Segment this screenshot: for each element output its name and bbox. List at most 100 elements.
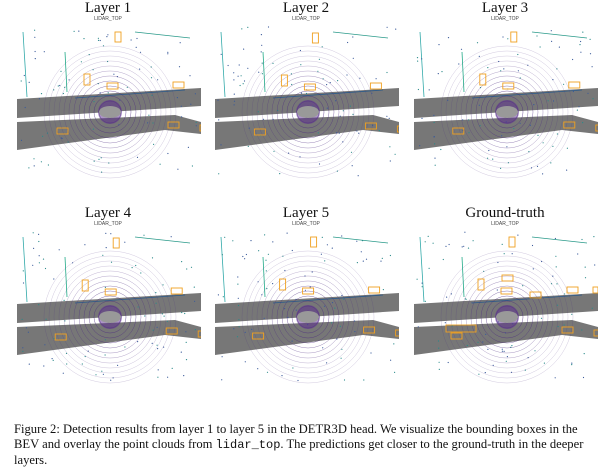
lidar-point: [60, 70, 62, 72]
lidar-point: [272, 241, 274, 243]
lidar-point: [552, 275, 554, 277]
road: [17, 320, 201, 355]
bounding-box: [369, 82, 382, 90]
lidar-point: [66, 363, 68, 365]
lidar-point: [318, 163, 321, 165]
lidar-point: [106, 36, 108, 38]
lidar-point: [244, 331, 246, 333]
lidar-point: [291, 340, 293, 342]
lidar-point: [265, 259, 267, 261]
lidar-point: [433, 121, 435, 124]
lidar-point: [217, 294, 219, 296]
lidar-point: [136, 156, 139, 158]
lidar-point: [260, 34, 262, 36]
lidar-point: [244, 258, 246, 260]
lidar-point: [550, 30, 552, 32]
lidar-point: [53, 278, 55, 280]
lidar-point: [195, 121, 197, 123]
lidar-point: [577, 253, 579, 255]
lidar-point: [110, 379, 112, 381]
lidar-point: [181, 261, 183, 263]
lidar-point: [346, 74, 348, 76]
lidar-point: [365, 258, 368, 260]
lidar-point: [161, 313, 163, 315]
lidar-point: [260, 51, 262, 53]
lidar-point: [352, 57, 354, 59]
bounding-box: [529, 291, 542, 299]
lidar-point: [389, 146, 391, 148]
lidar-ring: [58, 265, 162, 369]
lane-points: [332, 31, 389, 39]
lidar-point: [557, 325, 559, 328]
lane-points: [74, 89, 186, 99]
lidar-point: [291, 249, 293, 252]
lidar-point: [43, 51, 45, 53]
lidar-point: [32, 232, 34, 234]
lidar-point: [222, 296, 224, 298]
lidar-point: [478, 104, 480, 106]
lidar-point: [433, 114, 435, 116]
lidar-point: [343, 298, 345, 300]
lidar-point: [250, 240, 252, 242]
lidar-point: [93, 160, 95, 162]
panel-subtitle: LIDAR_TOP: [292, 16, 320, 22]
lidar-point: [171, 367, 173, 369]
lane-points: [471, 89, 583, 99]
lidar-point: [104, 339, 106, 341]
lidar-point: [464, 231, 466, 233]
lidar-point: [191, 165, 193, 167]
lidar-point: [176, 97, 178, 99]
lidar-point: [484, 372, 486, 374]
lidar-point: [358, 132, 360, 134]
bounding-box: [501, 274, 514, 282]
road: [414, 115, 598, 150]
lidar-point: [566, 147, 568, 149]
lidar-point: [237, 283, 239, 285]
lidar-point: [263, 317, 265, 319]
lidar-point: [112, 377, 114, 379]
lidar-point: [87, 350, 89, 352]
lidar-point: [360, 251, 362, 253]
lidar-point: [356, 130, 358, 132]
lidar-point: [60, 137, 63, 139]
road: [215, 320, 399, 355]
lidar-point: [342, 110, 344, 112]
lane-points: [22, 236, 28, 303]
lidar-point: [150, 66, 152, 68]
bounding-box: [310, 236, 318, 248]
bev-plot: [17, 29, 201, 179]
lidar-ring: [266, 275, 350, 359]
lidar-point: [464, 298, 466, 300]
lidar-point: [510, 371, 513, 373]
lidar-point: [233, 328, 235, 330]
lidar-point: [148, 114, 150, 116]
bounding-box: [561, 326, 574, 334]
bounding-box: [395, 329, 399, 337]
lidar-point: [434, 143, 436, 145]
lidar-point: [386, 26, 388, 28]
lidar-point: [428, 89, 430, 91]
lidar-ring: [78, 80, 142, 144]
lidar-point: [116, 76, 118, 78]
lidar-point: [338, 132, 340, 134]
lidar-point: [421, 58, 423, 60]
lidar-point: [501, 243, 503, 245]
lidar-point: [446, 296, 448, 298]
lidar-point: [478, 373, 480, 375]
lidar-point: [432, 242, 434, 244]
lidar-point: [362, 260, 364, 262]
lidar-point: [582, 31, 584, 33]
lidar-point: [53, 89, 55, 91]
lidar-point: [150, 77, 153, 79]
lidar-point: [335, 100, 337, 102]
lidar-point: [311, 271, 313, 273]
lidar-ring: [276, 80, 340, 144]
lidar-ring: [271, 280, 345, 354]
lidar-point: [326, 84, 328, 86]
lidar-point: [438, 361, 440, 363]
lidar-point: [241, 28, 243, 30]
lane-points: [531, 236, 588, 244]
lidar-point: [95, 374, 97, 376]
bounding-box: [566, 286, 579, 294]
lidar-point: [501, 348, 503, 350]
